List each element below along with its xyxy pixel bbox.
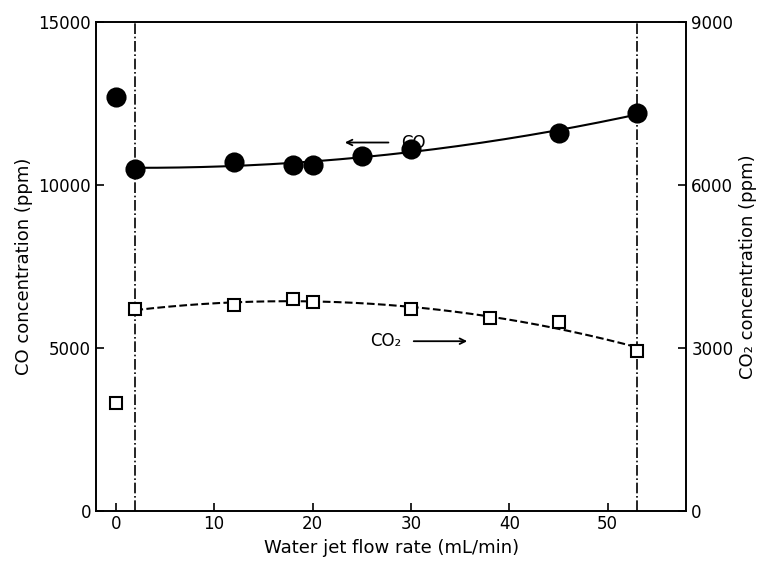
X-axis label: Water jet flow rate (mL/min): Water jet flow rate (mL/min) [264,539,519,557]
Text: CO₂: CO₂ [370,332,401,350]
Y-axis label: CO concentration (ppm): CO concentration (ppm) [15,158,33,375]
Text: CO: CO [401,133,425,152]
Y-axis label: CO₂ concentration (ppm): CO₂ concentration (ppm) [739,154,757,379]
